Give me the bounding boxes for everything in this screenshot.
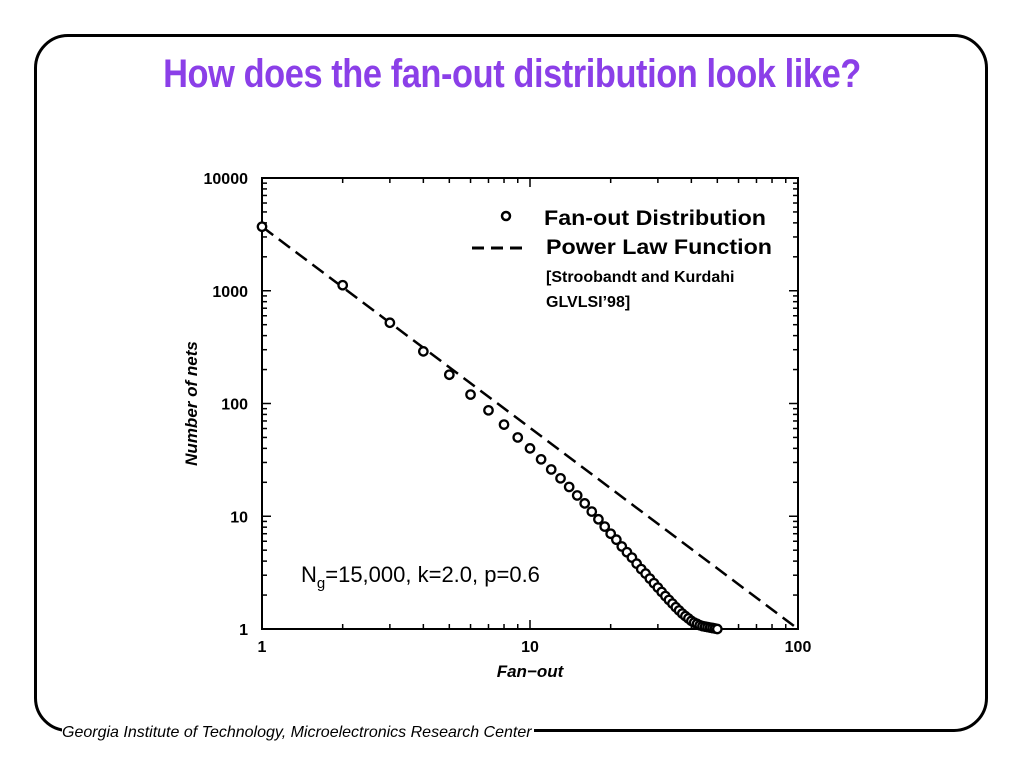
data-point <box>599 521 611 532</box>
y-tick-label: 1000 <box>212 284 248 301</box>
data-point <box>256 221 268 233</box>
data-point <box>711 623 723 635</box>
data-point <box>337 279 349 291</box>
x-tick-label: 1 <box>258 639 267 656</box>
y-tick-label: 10000 <box>204 171 249 188</box>
data-point <box>443 369 455 381</box>
data-point <box>586 506 598 517</box>
tick-labels: 1 10 100 1 10 100 1000 10000 <box>204 171 812 656</box>
legend-entry-fanout: Fan-out Distribution <box>544 207 766 230</box>
x-tick-label: 100 <box>785 639 812 656</box>
x-axis-label: Fan−out <box>497 662 565 681</box>
x-tick-label: 10 <box>521 639 539 656</box>
data-point <box>545 464 557 475</box>
legend-citation-line1: [Stroobandt and Kurdahi <box>546 269 734 286</box>
parameter-annotation: Ng=15,000, k=2.0, p=0.6 <box>301 562 540 592</box>
y-axis-label: Number of nets <box>182 341 201 466</box>
data-point <box>611 534 622 546</box>
series-line-power-law <box>261 225 799 630</box>
y-tick-label: 100 <box>221 397 248 414</box>
data-point <box>563 481 575 493</box>
data-point <box>571 490 583 501</box>
legend-citation-line2: GLVLSI’98] <box>546 294 630 311</box>
y-tick-label: 1 <box>239 622 248 639</box>
data-point <box>418 346 429 357</box>
data-point <box>512 432 524 443</box>
data-point <box>384 317 396 329</box>
annotation-subscript: g <box>317 575 325 592</box>
legend-entry-powerlaw: Power Law Function <box>546 236 772 259</box>
data-point <box>483 404 494 416</box>
data-point <box>524 443 536 454</box>
data-point <box>465 389 476 400</box>
axis-ticks <box>261 178 798 630</box>
data-point <box>555 472 566 484</box>
data-point <box>535 453 547 465</box>
y-tick-label: 10 <box>230 509 248 526</box>
annotation-rest: =15,000, k=2.0, p=0.6 <box>325 562 540 587</box>
data-point <box>593 513 604 525</box>
data-point <box>579 498 591 509</box>
annotation-base: N <box>301 562 317 587</box>
slide-title: How does the fan-out distribution look l… <box>163 52 861 96</box>
data-point <box>498 419 510 430</box>
series-points-fanout <box>256 221 723 635</box>
slide-footer: Georgia Institute of Technology, Microel… <box>62 724 534 742</box>
legend-marker-circle <box>500 210 512 222</box>
